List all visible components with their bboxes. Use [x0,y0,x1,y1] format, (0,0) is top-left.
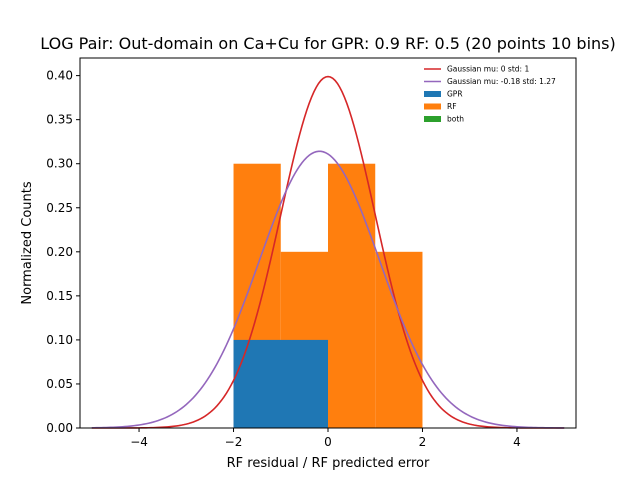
legend-label: Gaussian mu: 0 std: 1 [447,65,529,74]
y-tick-label: 0.35 [46,113,73,127]
x-tick-label: 0 [324,435,332,449]
bars-layer [233,163,423,428]
y-axis-label: Normalized Counts [20,181,35,304]
gaussian-curve-1 [91,150,565,429]
legend-label: Gaussian mu: -0.18 std: 1.27 [447,77,556,86]
y-tick-label: 0.05 [46,377,73,391]
x-axis-label: RF residual / RF predicted error [227,456,430,471]
y-tick-label: 0.20 [46,245,73,259]
y-tick-label: 0.00 [46,421,73,435]
x-tick-label: 4 [513,435,521,449]
x-axis-ticks: −4 −2 0 2 4 [130,428,521,449]
legend-swatch-patch [424,91,441,97]
x-tick-label: −4 [130,435,148,449]
x-tick-label: 2 [419,435,427,449]
x-tick-label: −2 [225,435,243,449]
y-tick-label: 0.10 [46,333,73,347]
bar-gpr-top-0 [233,339,328,428]
legend-swatch-patch [424,116,441,122]
gaussian-curve-0 [91,75,565,429]
y-axis-ticks: 0.00 0.05 0.10 0.15 0.20 0.25 0.30 0.35 0.40 [46,69,80,435]
legend-swatch-patch [424,103,441,110]
legend-label: GPR [447,90,463,99]
y-tick-label: 0.15 [46,289,73,303]
legend-label: both [447,115,464,124]
bar-rf-2 [328,163,376,428]
chart-title: LOG Pair: Out-domain on Ca+Cu for GPR: 0… [40,34,616,53]
y-tick-label: 0.40 [46,69,73,83]
y-tick-label: 0.30 [46,157,73,171]
y-tick-label: 0.25 [46,201,73,215]
legend: Gaussian mu: 0 std: 1 Gaussian mu: -0.18 … [424,65,556,124]
bar-rf-3 [375,251,423,428]
legend-label: RF [447,102,457,111]
curves-layer [91,75,565,429]
